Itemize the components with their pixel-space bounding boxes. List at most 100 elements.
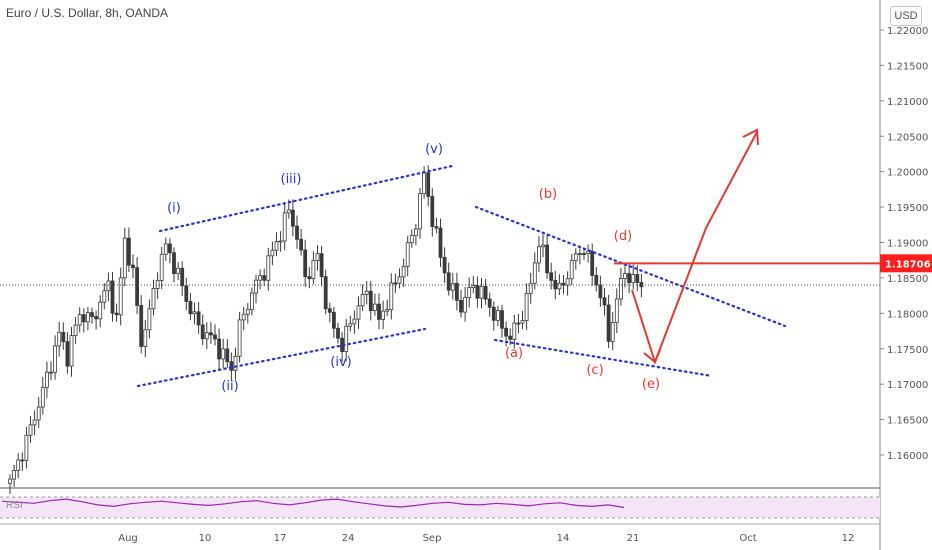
candle-up xyxy=(389,282,394,311)
candle-up xyxy=(282,212,287,242)
candle-down xyxy=(549,272,554,281)
candle-up xyxy=(270,249,275,257)
rsi-band xyxy=(0,497,880,518)
x-tick-label: 14 xyxy=(557,533,570,544)
candle-down xyxy=(65,341,70,367)
wave-label-red: (e) xyxy=(642,377,660,392)
candle-up xyxy=(422,172,427,195)
arrowhead-up xyxy=(742,128,759,146)
candle-down xyxy=(438,227,443,258)
candle-up xyxy=(619,278,623,300)
x-tick-label: Sep xyxy=(423,533,442,544)
candle-down xyxy=(213,334,217,340)
triangle-lower-line xyxy=(493,338,714,378)
y-tick-label: 1.18000 xyxy=(887,309,928,320)
candle-down xyxy=(434,226,439,229)
wave-label-red: (d) xyxy=(614,229,632,244)
candle-up xyxy=(471,285,476,288)
candle-up xyxy=(24,434,29,461)
candle-up xyxy=(569,260,574,280)
candle-down xyxy=(299,238,304,251)
candle-up xyxy=(28,424,33,436)
candle-up xyxy=(401,265,406,278)
candle-down xyxy=(139,304,144,347)
candle-up xyxy=(258,275,263,281)
candle-down xyxy=(459,299,463,313)
wave-label-blue: (iv) xyxy=(330,355,351,370)
candle-up xyxy=(16,459,21,471)
candle-up xyxy=(512,322,517,340)
candle-up xyxy=(254,279,258,294)
currency-button[interactable]: USD xyxy=(890,6,922,26)
wave-label-blue: (ii) xyxy=(221,379,238,394)
candle-down xyxy=(323,276,328,310)
candle-down xyxy=(225,348,230,363)
candle-up xyxy=(610,322,615,342)
candle-up xyxy=(147,308,152,331)
candle-up xyxy=(159,253,164,281)
candle-up xyxy=(8,478,12,484)
candle-up xyxy=(356,305,361,320)
candle-up xyxy=(192,311,197,315)
candle-down xyxy=(508,335,513,340)
channel-upper-line xyxy=(158,164,454,233)
candle-down xyxy=(454,282,459,301)
drawings-group: (i) (ii) (iii) (iv) (v) (a) (b) (c) (d) (e) xyxy=(0,128,880,394)
candle-up xyxy=(495,310,500,321)
candle-up xyxy=(204,332,209,340)
candle-up xyxy=(528,282,533,294)
candle-up xyxy=(352,318,357,325)
candle-down xyxy=(167,243,172,254)
x-tick-label: Aug xyxy=(118,533,138,544)
candle-down xyxy=(483,286,488,300)
candle-up xyxy=(266,255,271,281)
candle-down xyxy=(110,280,115,314)
candle-up xyxy=(143,329,148,347)
candle-down xyxy=(368,290,373,312)
price-tag xyxy=(880,254,932,273)
candle-up xyxy=(249,292,254,310)
candle-down xyxy=(446,272,451,291)
projection-path xyxy=(631,131,758,366)
rsi-line xyxy=(1,498,625,509)
candle-up xyxy=(614,298,619,323)
candle-down xyxy=(475,285,480,299)
candle-up xyxy=(155,279,160,289)
candle-down xyxy=(491,306,496,321)
candle-up xyxy=(86,312,90,323)
y-tick-label: 1.16000 xyxy=(887,451,928,462)
candle-up xyxy=(69,335,74,367)
candle-down xyxy=(307,276,312,280)
candle-down xyxy=(606,304,611,342)
y-tick-label: 1.17000 xyxy=(887,380,928,391)
candle-up xyxy=(278,240,283,243)
wave-label-blue: (i) xyxy=(167,201,181,216)
candle-down xyxy=(426,172,431,197)
x-tick-label: 21 xyxy=(627,533,640,544)
candle-up xyxy=(586,250,590,254)
x-tick-label: 24 xyxy=(342,533,355,544)
price-axis: 1.22000 1.21500 1.21000 1.20500 1.20000 1.195… xyxy=(880,26,932,462)
wave-label-red: (b) xyxy=(539,187,557,202)
candle-down xyxy=(627,273,631,284)
triangle-upper-line xyxy=(474,205,787,328)
candle-up xyxy=(524,292,529,321)
y-tick-label: 1.16500 xyxy=(887,416,928,427)
candle-down xyxy=(217,338,222,360)
candle-down xyxy=(590,250,595,276)
candle-up xyxy=(450,282,455,291)
candle-up xyxy=(413,228,418,236)
x-tick-label: 10 xyxy=(199,533,212,544)
candle-up xyxy=(405,242,410,267)
candle-down xyxy=(393,282,398,285)
wave-label-blue: (v) xyxy=(425,142,443,157)
candle-up xyxy=(106,280,111,292)
candle-up xyxy=(122,237,127,279)
candle-up xyxy=(98,301,103,320)
candle-up xyxy=(467,287,472,298)
candle-up xyxy=(12,470,17,480)
candle-down xyxy=(327,308,332,313)
candle-up xyxy=(397,276,402,284)
candle-up xyxy=(57,331,62,347)
